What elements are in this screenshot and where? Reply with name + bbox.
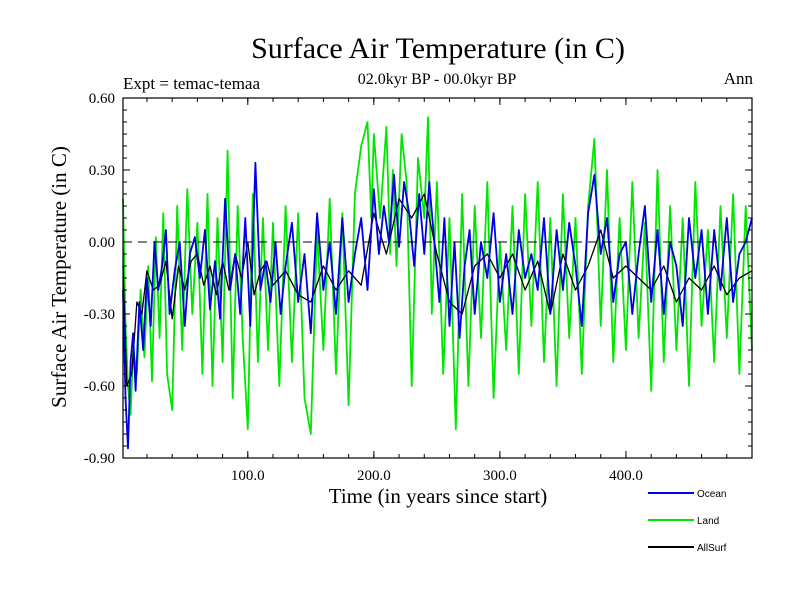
y-axis-label: Surface Air Temperature (in C) [47,146,71,408]
legend-label-allsurf: AllSurf [697,543,727,554]
series-line-ocean [122,161,753,450]
x-axis: 100.0 200.0 300.0 400.0 [146,98,728,484]
chart-subtitle: 02.0kyr BP - 00.0kyr BP [358,71,517,88]
legend-label-ocean: Ocean [697,489,726,500]
experiment-label: Expt = temac-temaa [123,74,260,93]
x-tick-label: 100.0 [231,468,265,484]
y-tick-label: -0.90 [84,451,115,467]
plot-series [122,116,753,450]
x-tick-label: 200.0 [357,468,391,484]
series-line-land [122,116,753,435]
legend: Ocean Land AllSurf [648,489,727,554]
legend-label-land: Land [697,516,719,527]
x-axis-label: Time (in years since start) [329,484,548,508]
y-tick-label: 0.00 [89,235,115,251]
x-tick-label: 300.0 [483,468,517,484]
y-tick-label: -0.60 [84,379,115,395]
y-tick-label: 0.30 [89,163,115,179]
y-tick-label: 0.60 [89,91,115,107]
x-tick-label: 400.0 [609,468,643,484]
chart-title: Surface Air Temperature (in C) [251,32,625,65]
season-label: Ann [724,69,754,88]
y-axis: -0.90 -0.60 -0.30 0.00 0.30 0.60 [84,91,752,467]
y-tick-label: -0.30 [84,307,115,323]
